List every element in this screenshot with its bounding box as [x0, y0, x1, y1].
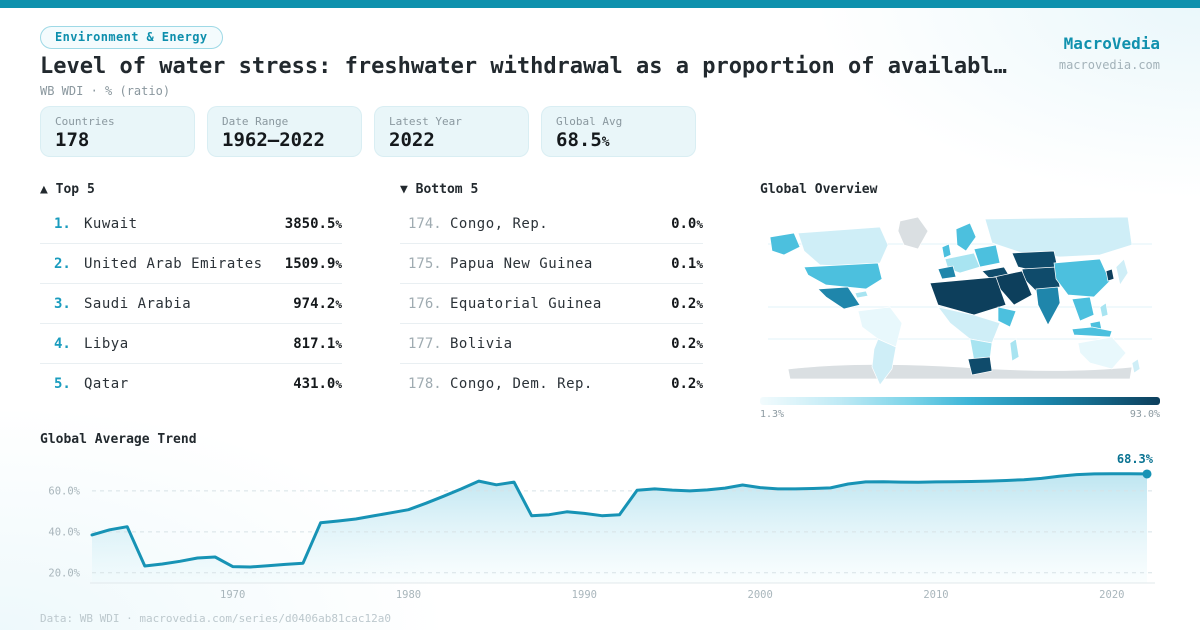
trend-title: Global Average Trend	[40, 432, 197, 447]
map-panel: Global Overview	[760, 182, 1160, 420]
svg-text:2010: 2010	[923, 589, 948, 601]
stat-label: Latest Year	[389, 115, 462, 128]
country-name: Congo, Rep.	[450, 215, 549, 232]
map-title: Global Overview	[760, 182, 878, 197]
country-value: 1509.9%	[284, 255, 342, 272]
svg-text:60.0%: 60.0%	[48, 485, 80, 497]
stats-row: Countries 178 Date Range 1962–2022 Lates…	[40, 106, 696, 157]
top5-panel: ▲ Top 5 1. Kuwait 3850.5% 2. United Arab…	[40, 182, 342, 404]
list-item: 1. Kuwait 3850.5%	[40, 204, 342, 244]
rank-number: 5.	[54, 376, 71, 392]
country-value: 0.2%	[671, 295, 703, 312]
scale-min-label: 1.3%	[760, 409, 785, 420]
list-item: 178. Congo, Dem. Rep. 0.2%	[400, 364, 703, 404]
trend-panel: Global Average Trend 20.0% 40.0% 60.0% 1970…	[40, 432, 1160, 601]
country-value: 0.2%	[671, 335, 703, 352]
bottom5-panel: ▼ Bottom 5 174. Congo, Rep. 0.0% 175. Pa…	[400, 182, 703, 404]
svg-text:40.0%: 40.0%	[48, 526, 80, 538]
country-name: Congo, Dem. Rep.	[450, 376, 593, 392]
map-color-scale-bar	[760, 397, 1160, 405]
list-item: 5. Qatar 431.0%	[40, 364, 342, 404]
stat-value: 2022	[389, 129, 435, 151]
country-value: 974.2%	[293, 295, 342, 312]
list-item: 3. Saudi Arabia 974.2%	[40, 284, 342, 324]
stat-card-global-avg: Global Avg 68.5%	[541, 106, 696, 157]
bottom5-list: 174. Congo, Rep. 0.0% 175. Papua New Gui…	[400, 204, 703, 404]
world-choropleth-svg	[768, 216, 1152, 386]
country-name: Kuwait	[84, 215, 138, 232]
list-item: 177. Bolivia 0.2%	[400, 324, 703, 364]
top5-list: 1. Kuwait 3850.5% 2. United Arab Emirate…	[40, 204, 342, 404]
footer-source: Data: WB WDI · macrovedia.com/series/d04…	[40, 612, 391, 625]
stat-label: Global Avg	[556, 115, 623, 128]
svg-text:1970: 1970	[220, 589, 245, 601]
list-item: 176. Equatorial Guinea 0.2%	[400, 284, 703, 324]
list-item: 174. Congo, Rep. 0.0%	[400, 204, 703, 244]
stat-label: Date Range	[222, 115, 289, 128]
brand-url: macrovedia.com	[1058, 58, 1160, 72]
country-value: 431.0%	[293, 376, 342, 392]
page-title: Level of water stress: freshwater withdr…	[40, 54, 1007, 79]
country-value: 3850.5%	[284, 215, 342, 232]
rank-number: 177.	[408, 335, 442, 352]
bottom5-header: ▼ Bottom 5	[400, 182, 479, 197]
rank-number: 175.	[408, 255, 442, 272]
stat-card-countries: Countries 178	[40, 106, 195, 157]
top-accent-bar	[0, 0, 1200, 8]
rank-number: 178.	[408, 376, 442, 392]
rank-number: 4.	[54, 335, 71, 352]
stat-card-date-range: Date Range 1962–2022	[207, 106, 362, 157]
trend-chart: 20.0% 40.0% 60.0% 1970 1980 1990 2000 2010 2020 6…	[40, 450, 1160, 606]
brand-name: MacroVedia	[1063, 34, 1160, 53]
country-value: 0.0%	[671, 215, 703, 232]
rank-number: 3.	[54, 295, 71, 312]
country-value: 0.2%	[671, 376, 703, 392]
country-name: Libya	[84, 335, 129, 352]
svg-text:20.0%: 20.0%	[48, 567, 80, 579]
svg-text:2000: 2000	[748, 589, 773, 601]
rank-number: 1.	[54, 215, 71, 232]
category-badge: Environment & Energy	[40, 26, 223, 49]
svg-text:1990: 1990	[572, 589, 597, 601]
svg-text:68.3%: 68.3%	[1117, 452, 1154, 466]
triangle-up-icon: ▲	[40, 182, 48, 197]
stat-label: Countries	[55, 115, 115, 128]
country-name: Bolivia	[450, 335, 513, 352]
list-item: 2. United Arab Emirates 1509.9%	[40, 244, 342, 284]
page-subtitle: WB WDI · % (ratio)	[40, 84, 171, 98]
scale-max-label: 93.0%	[1129, 409, 1160, 420]
list-item: 175. Papua New Guinea 0.1%	[400, 244, 703, 284]
top5-header: ▲ Top 5	[40, 182, 95, 197]
rank-number: 174.	[408, 215, 442, 232]
rank-number: 2.	[54, 255, 71, 272]
country-name: United Arab Emirates	[84, 255, 263, 272]
country-value: 0.1%	[671, 255, 703, 272]
country-value: 817.1%	[293, 335, 342, 352]
trend-line-chart-svg: 20.0% 40.0% 60.0% 1970 1980 1990 2000 2010 2020 6…	[48, 452, 1155, 601]
stat-value: 178	[55, 129, 90, 151]
stat-value: 1962–2022	[222, 129, 325, 151]
country-name: Papua New Guinea	[450, 255, 593, 272]
svg-text:1980: 1980	[396, 589, 421, 601]
country-name: Equatorial Guinea	[450, 295, 602, 312]
country-name: Saudi Arabia	[84, 295, 192, 312]
list-item: 4. Libya 817.1%	[40, 324, 342, 364]
stat-card-latest-year: Latest Year 2022	[374, 106, 529, 157]
stat-value: 68.5%	[556, 129, 610, 151]
triangle-down-icon: ▼	[400, 182, 408, 197]
country-name: Qatar	[84, 376, 129, 392]
svg-text:2020: 2020	[1099, 589, 1124, 601]
world-map	[760, 211, 1160, 389]
rank-number: 176.	[408, 295, 442, 312]
